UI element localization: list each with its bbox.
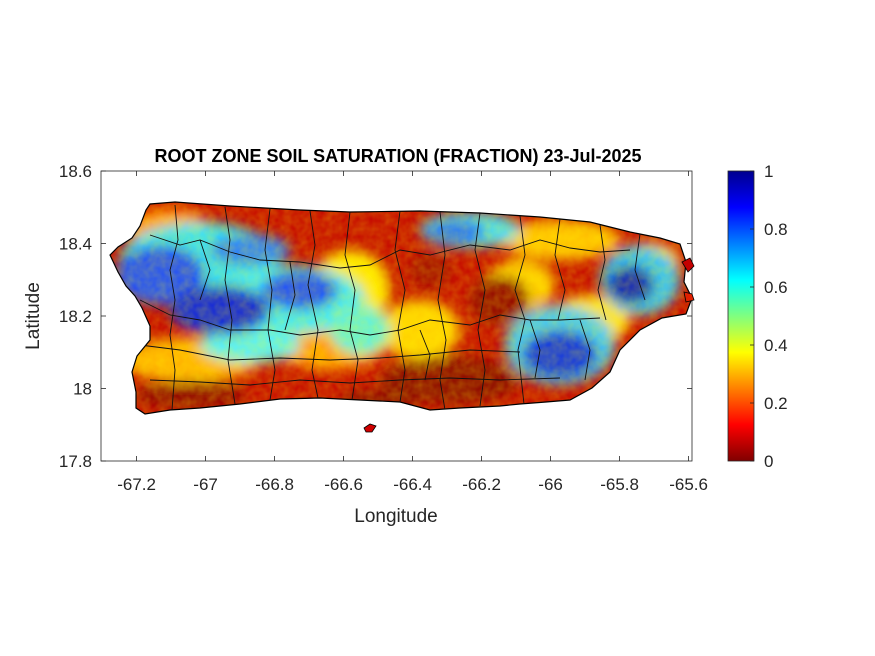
x-tick-label: -67 [193, 475, 218, 494]
island-outline [109, 201, 693, 415]
colorbar-tick-label: 0 [764, 452, 773, 471]
x-axis-label: Longitude [354, 506, 437, 527]
colorbar-tick-label: 0.6 [764, 278, 788, 297]
municipal-boundaries [139, 204, 646, 411]
colorbar-tick-label: 0.2 [764, 394, 788, 413]
x-tick-label: -65.6 [669, 475, 708, 494]
x-tick-label: -67.2 [117, 475, 156, 494]
y-tick-label: 18.4 [59, 235, 92, 254]
x-tick-label: -66.6 [324, 475, 363, 494]
culebra-island [683, 291, 695, 303]
y-tick-label: 18.6 [59, 162, 92, 181]
chart-title: ROOT ZONE SOIL SATURATION (FRACTION) 23-… [154, 146, 641, 166]
colorbar-tick-label: 0.8 [764, 220, 788, 239]
y-tick-label: 17.8 [59, 452, 92, 471]
colorbar-gradient [727, 170, 755, 462]
x-axis [136, 171, 689, 461]
x-tick-label: -65.8 [600, 475, 639, 494]
x-tick-labels: -67.2 -67 -66.8 -66.6 -66.4 -66.2 -66 -6… [117, 475, 708, 494]
y-tick-label: 18.2 [59, 307, 92, 326]
colorbar-tick-label: 0.4 [764, 336, 788, 355]
map-plot-area [100, 170, 695, 462]
y-axis [101, 170, 692, 462]
x-tick-label: -66.2 [462, 475, 501, 494]
y-axis-label: Latitude [23, 282, 44, 350]
vieques-island [681, 257, 695, 273]
island-heatmap [110, 202, 692, 414]
x-tick-label: -66 [538, 475, 563, 494]
x-tick-label: -66.8 [255, 475, 294, 494]
colorbar: 1 0.8 0.6 0.4 0.2 0 [727, 162, 788, 471]
y-tick-label: 18 [73, 380, 92, 399]
colorbar-tick-label: 1 [764, 162, 773, 181]
y-tick-labels: 18.6 18.4 18.2 18 17.8 [59, 162, 92, 471]
x-tick-label: -66.4 [393, 475, 432, 494]
caja-de-muertos-island [363, 423, 377, 433]
